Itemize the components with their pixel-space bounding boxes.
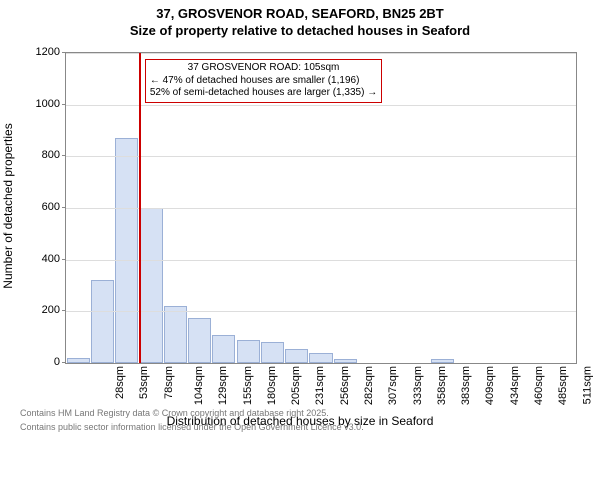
- histogram-bar: [139, 208, 162, 363]
- histogram-bar: [67, 358, 90, 363]
- x-tick-label: 180sqm: [266, 366, 278, 405]
- y-tick-label: 0: [5, 356, 60, 368]
- x-tick-label: 155sqm: [242, 366, 254, 405]
- y-tick-label: 1000: [5, 98, 60, 110]
- annotation-line: 52% of semi-detached houses are larger (…: [150, 87, 377, 100]
- histogram-bar: [334, 359, 357, 363]
- x-tick-label: 485sqm: [557, 366, 569, 405]
- chart-title-sub: Size of property relative to detached ho…: [0, 23, 600, 38]
- y-tick-label: 800: [5, 149, 60, 161]
- gridline: [66, 156, 576, 157]
- x-tick-label: 434sqm: [509, 366, 521, 405]
- y-tick-mark: [62, 104, 66, 105]
- x-tick-label: 460sqm: [533, 366, 545, 405]
- histogram-bar: [431, 359, 454, 363]
- y-tick-label: 600: [5, 201, 60, 213]
- histogram-bar: [285, 349, 308, 363]
- histogram-bar: [91, 280, 114, 363]
- x-tick-label: 205sqm: [290, 366, 302, 405]
- y-tick-label: 400: [5, 253, 60, 265]
- x-tick-label: 358sqm: [436, 366, 448, 405]
- y-tick-mark: [62, 52, 66, 53]
- x-tick-label: 282sqm: [363, 366, 375, 405]
- histogram-bar: [309, 353, 332, 363]
- histogram-bar: [115, 138, 138, 363]
- y-tick-mark: [62, 155, 66, 156]
- histogram-bar: [164, 306, 187, 363]
- annotation-line: 37 GROSVENOR ROAD: 105sqm: [150, 62, 377, 75]
- chart-area: Number of detached properties 37 GROSVEN…: [0, 46, 600, 406]
- x-tick-label: 104sqm: [193, 366, 205, 405]
- chart-title-main: 37, GROSVENOR ROAD, SEAFORD, BN25 2BT: [0, 6, 600, 21]
- property-marker-line: [139, 53, 141, 363]
- annotation-line: ← 47% of detached houses are smaller (1,…: [150, 75, 377, 88]
- plot-region: 37 GROSVENOR ROAD: 105sqm← 47% of detach…: [65, 52, 577, 364]
- x-tick-label: 511sqm: [581, 366, 593, 404]
- x-tick-label: 53sqm: [138, 366, 150, 399]
- annotation-box: 37 GROSVENOR ROAD: 105sqm← 47% of detach…: [145, 59, 382, 103]
- gridline: [66, 208, 576, 209]
- x-tick-label: 129sqm: [217, 366, 229, 405]
- y-tick-mark: [62, 310, 66, 311]
- histogram-bar: [261, 342, 284, 363]
- x-axis-label: Distribution of detached houses by size …: [0, 414, 600, 428]
- y-tick-mark: [62, 362, 66, 363]
- x-tick-label: 256sqm: [339, 366, 351, 405]
- histogram-bar: [188, 318, 211, 363]
- y-tick-mark: [62, 259, 66, 260]
- y-tick-mark: [62, 207, 66, 208]
- y-tick-label: 1200: [5, 46, 60, 58]
- y-tick-label: 200: [5, 304, 60, 316]
- gridline: [66, 260, 576, 261]
- histogram-bar: [212, 335, 235, 363]
- gridline: [66, 105, 576, 106]
- histogram-bar: [237, 340, 260, 363]
- x-tick-label: 231sqm: [315, 366, 327, 405]
- x-tick-label: 409sqm: [485, 366, 497, 405]
- x-tick-label: 383sqm: [460, 366, 472, 405]
- gridline: [66, 311, 576, 312]
- x-tick-label: 307sqm: [387, 366, 399, 405]
- x-tick-label: 28sqm: [114, 366, 126, 399]
- x-tick-label: 78sqm: [163, 366, 175, 399]
- gridline: [66, 53, 576, 54]
- x-tick-label: 333sqm: [412, 366, 424, 405]
